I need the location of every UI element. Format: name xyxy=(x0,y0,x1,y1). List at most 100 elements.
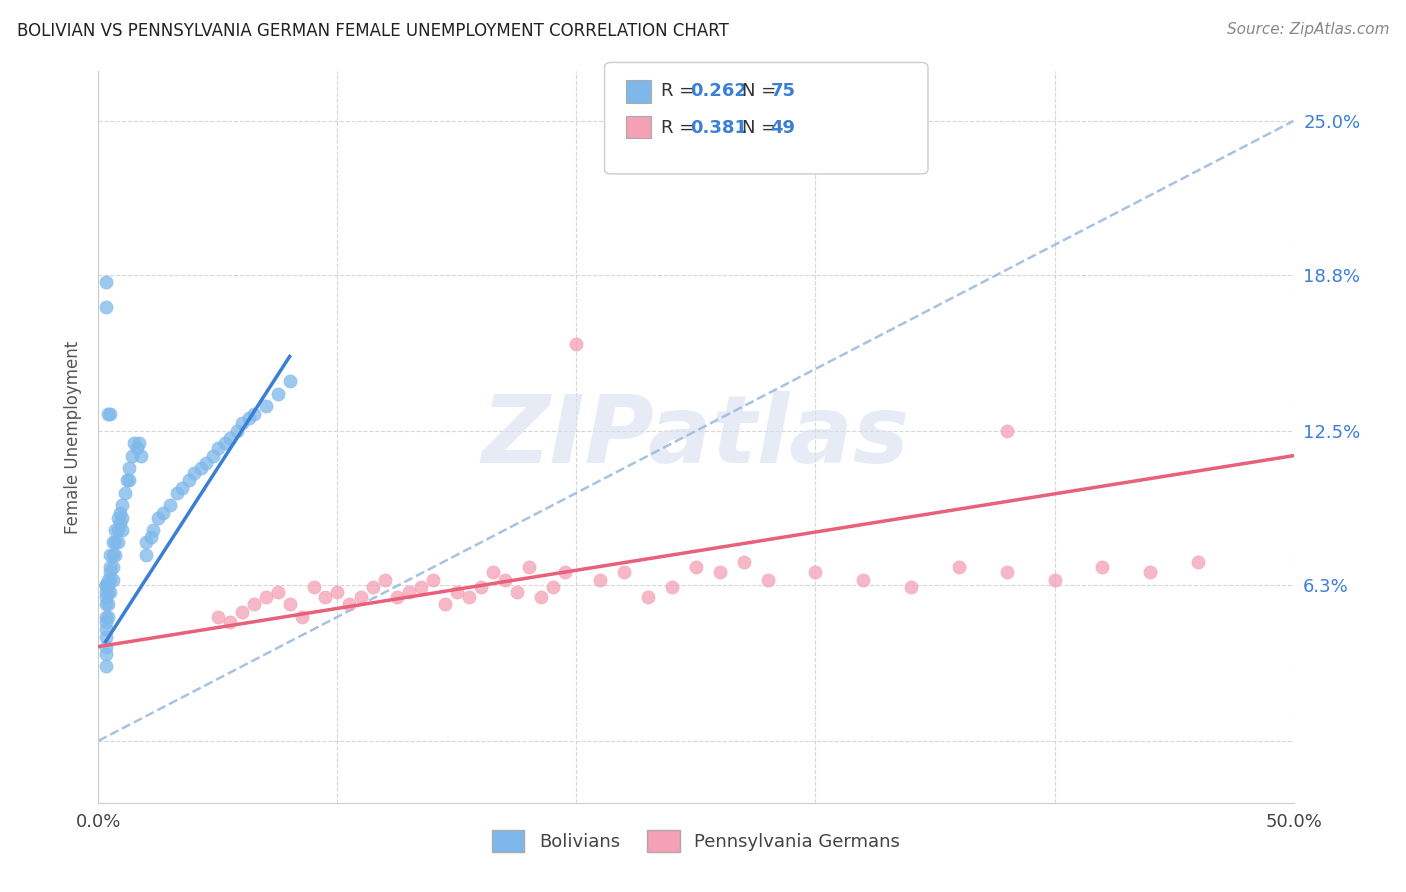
Text: N =: N = xyxy=(742,119,782,136)
Point xyxy=(613,565,636,579)
Point xyxy=(148,510,170,524)
Point xyxy=(1187,555,1209,569)
Point xyxy=(494,573,516,587)
Point xyxy=(107,523,129,537)
Point xyxy=(98,407,122,421)
Point xyxy=(470,580,492,594)
Point xyxy=(219,615,242,629)
Point xyxy=(278,374,301,388)
Point xyxy=(94,640,117,654)
Point xyxy=(104,548,127,562)
Point xyxy=(709,565,731,579)
Point xyxy=(131,449,153,463)
Point xyxy=(350,590,373,604)
Point xyxy=(125,442,148,456)
Point xyxy=(183,466,205,480)
Point xyxy=(94,577,117,591)
Point xyxy=(315,590,337,604)
Point xyxy=(219,431,242,445)
Point xyxy=(214,436,236,450)
Point xyxy=(124,436,146,450)
Point xyxy=(94,577,117,591)
Point xyxy=(101,535,124,549)
Point xyxy=(172,481,194,495)
Point xyxy=(111,523,134,537)
Point xyxy=(374,573,396,587)
Point xyxy=(98,548,122,562)
Point xyxy=(243,598,266,612)
Point xyxy=(114,486,136,500)
Point xyxy=(243,407,266,421)
Point xyxy=(118,474,141,488)
Point xyxy=(589,573,612,587)
Point xyxy=(98,585,122,599)
Point xyxy=(385,590,409,604)
Point xyxy=(326,585,349,599)
Point xyxy=(94,300,117,314)
Point xyxy=(94,659,117,673)
Point xyxy=(995,424,1018,438)
Point xyxy=(195,456,218,470)
Point xyxy=(139,531,162,545)
Point xyxy=(254,590,277,604)
Point xyxy=(115,474,138,488)
Point xyxy=(254,399,277,413)
Point xyxy=(226,424,249,438)
Point xyxy=(948,560,970,574)
Point xyxy=(517,560,540,574)
Point xyxy=(101,548,124,562)
Point xyxy=(111,498,134,512)
Text: BOLIVIAN VS PENNSYLVANIA GERMAN FEMALE UNEMPLOYMENT CORRELATION CHART: BOLIVIAN VS PENNSYLVANIA GERMAN FEMALE U… xyxy=(17,22,728,40)
Point xyxy=(111,510,134,524)
Point xyxy=(267,585,290,599)
Point xyxy=(135,548,157,562)
Point xyxy=(1043,573,1066,587)
Point xyxy=(97,585,120,599)
Point xyxy=(458,590,481,604)
Point xyxy=(108,516,131,530)
Text: Source: ZipAtlas.com: Source: ZipAtlas.com xyxy=(1226,22,1389,37)
Point xyxy=(108,506,131,520)
Point xyxy=(97,573,120,587)
Point xyxy=(94,577,117,591)
Point xyxy=(135,535,157,549)
Point xyxy=(363,580,385,594)
Point xyxy=(661,580,683,594)
Point xyxy=(446,585,468,599)
Point xyxy=(339,598,361,612)
Point xyxy=(121,449,143,463)
Point xyxy=(207,442,229,456)
Point xyxy=(101,573,124,587)
Legend: Bolivians, Pennsylvania Germans: Bolivians, Pennsylvania Germans xyxy=(485,823,907,860)
Text: 0.381: 0.381 xyxy=(690,119,748,136)
Point xyxy=(756,573,779,587)
Point xyxy=(1091,560,1114,574)
Text: ZIPatlas: ZIPatlas xyxy=(482,391,910,483)
Y-axis label: Female Unemployment: Female Unemployment xyxy=(63,341,82,533)
Point xyxy=(852,573,875,587)
Point xyxy=(541,580,564,594)
Point xyxy=(398,585,420,599)
Point xyxy=(481,565,505,579)
Point xyxy=(101,560,124,574)
Point xyxy=(107,535,129,549)
Point xyxy=(128,436,150,450)
Point xyxy=(267,386,290,401)
Text: 49: 49 xyxy=(770,119,796,136)
Point xyxy=(530,590,553,604)
Point xyxy=(94,590,117,604)
Point xyxy=(94,630,117,644)
Point xyxy=(733,555,755,569)
Point xyxy=(422,573,444,587)
Point xyxy=(411,580,433,594)
Point xyxy=(804,565,827,579)
Point xyxy=(238,411,260,425)
Point xyxy=(506,585,529,599)
Point xyxy=(94,615,117,629)
Point xyxy=(98,565,122,579)
Point xyxy=(231,417,253,431)
Point xyxy=(207,610,229,624)
Point xyxy=(202,449,225,463)
Point xyxy=(152,506,174,520)
Point xyxy=(1139,565,1161,579)
